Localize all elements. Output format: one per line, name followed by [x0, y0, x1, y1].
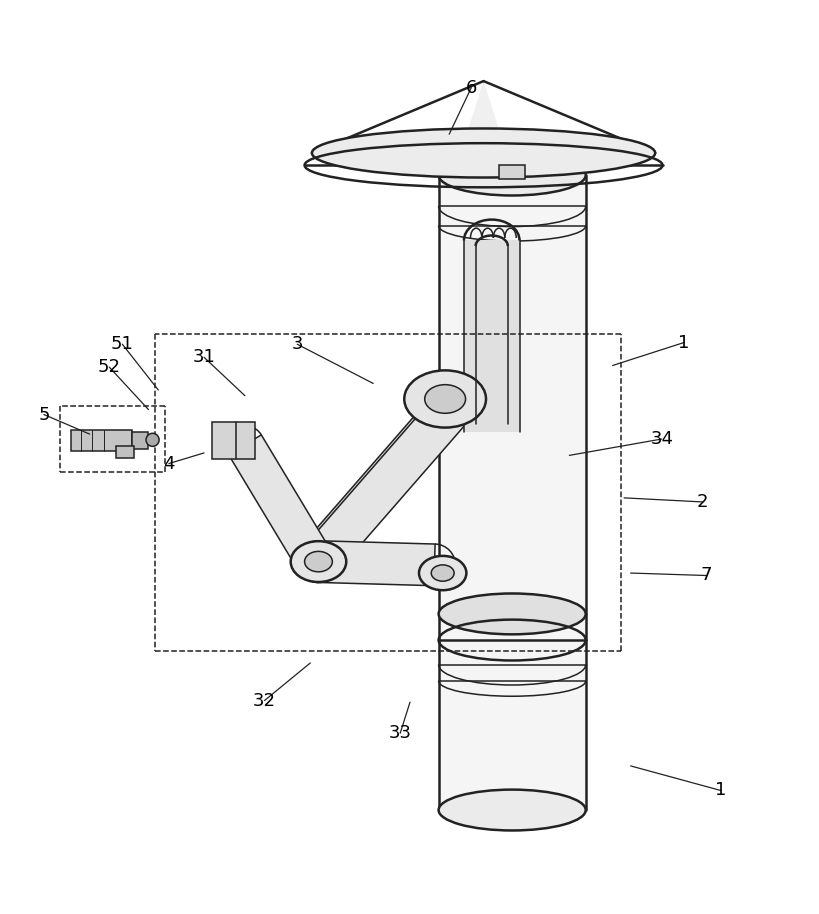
Text: 32: 32	[253, 692, 276, 709]
Text: 33: 33	[388, 724, 411, 742]
Ellipse shape	[304, 551, 332, 572]
Ellipse shape	[438, 593, 585, 634]
Polygon shape	[311, 81, 654, 153]
Text: 2: 2	[696, 493, 708, 511]
Ellipse shape	[419, 556, 466, 590]
Polygon shape	[464, 240, 519, 432]
Text: 4: 4	[163, 454, 174, 473]
Bar	[132, 432, 148, 449]
Bar	[115, 446, 133, 458]
Ellipse shape	[146, 433, 159, 446]
Ellipse shape	[404, 370, 486, 428]
Bar	[212, 422, 255, 459]
Polygon shape	[302, 396, 466, 575]
Bar	[499, 165, 525, 179]
Bar	[70, 430, 132, 452]
Text: 31: 31	[192, 348, 215, 367]
Text: 1: 1	[714, 781, 726, 800]
Polygon shape	[438, 175, 585, 810]
Text: 51: 51	[111, 335, 133, 353]
Text: 7: 7	[699, 567, 711, 584]
Text: 1: 1	[677, 334, 689, 352]
Ellipse shape	[431, 565, 454, 581]
Text: 3: 3	[291, 335, 302, 353]
Polygon shape	[229, 435, 326, 563]
Ellipse shape	[424, 385, 465, 413]
Ellipse shape	[438, 790, 585, 831]
Text: 52: 52	[97, 358, 120, 376]
Ellipse shape	[290, 541, 346, 582]
Polygon shape	[301, 394, 450, 561]
Text: 34: 34	[649, 430, 672, 448]
Polygon shape	[318, 541, 435, 586]
Text: 5: 5	[38, 406, 50, 423]
Ellipse shape	[438, 154, 585, 196]
Ellipse shape	[311, 129, 654, 177]
Text: 6: 6	[465, 79, 477, 97]
